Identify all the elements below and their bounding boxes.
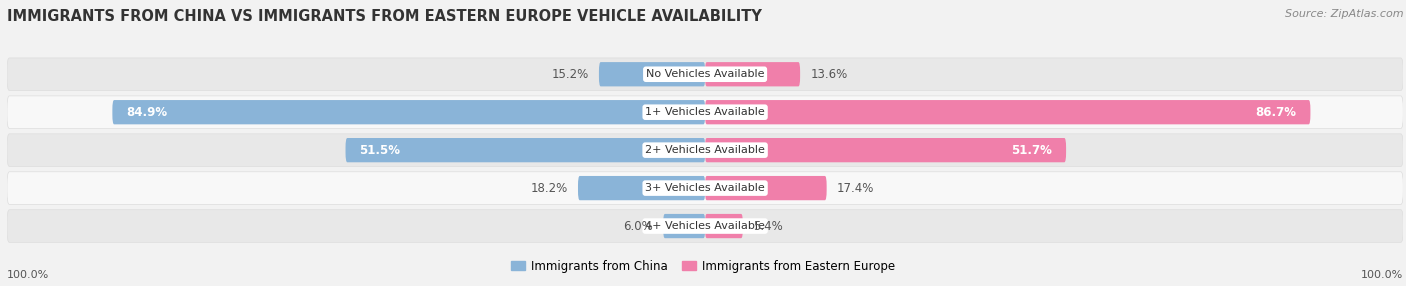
FancyBboxPatch shape bbox=[7, 172, 1403, 204]
Text: 4+ Vehicles Available: 4+ Vehicles Available bbox=[645, 221, 765, 231]
Text: 15.2%: 15.2% bbox=[551, 68, 589, 81]
FancyBboxPatch shape bbox=[704, 100, 1310, 124]
Text: 51.7%: 51.7% bbox=[1011, 144, 1052, 157]
Text: 6.0%: 6.0% bbox=[623, 220, 652, 233]
Text: 51.5%: 51.5% bbox=[360, 144, 401, 157]
Text: 100.0%: 100.0% bbox=[1361, 270, 1403, 280]
Legend: Immigrants from China, Immigrants from Eastern Europe: Immigrants from China, Immigrants from E… bbox=[506, 255, 900, 277]
FancyBboxPatch shape bbox=[664, 214, 706, 238]
FancyBboxPatch shape bbox=[7, 96, 1403, 128]
FancyBboxPatch shape bbox=[704, 138, 1066, 162]
FancyBboxPatch shape bbox=[599, 62, 706, 86]
Text: 86.7%: 86.7% bbox=[1256, 106, 1296, 119]
FancyBboxPatch shape bbox=[7, 134, 1403, 166]
FancyBboxPatch shape bbox=[7, 58, 1403, 91]
Text: 2+ Vehicles Available: 2+ Vehicles Available bbox=[645, 145, 765, 155]
FancyBboxPatch shape bbox=[7, 210, 1403, 242]
FancyBboxPatch shape bbox=[346, 138, 706, 162]
Text: 18.2%: 18.2% bbox=[530, 182, 568, 194]
FancyBboxPatch shape bbox=[112, 100, 706, 124]
Text: 1+ Vehicles Available: 1+ Vehicles Available bbox=[645, 107, 765, 117]
Text: Source: ZipAtlas.com: Source: ZipAtlas.com bbox=[1285, 9, 1403, 19]
FancyBboxPatch shape bbox=[704, 176, 827, 200]
Text: 13.6%: 13.6% bbox=[810, 68, 848, 81]
FancyBboxPatch shape bbox=[704, 214, 742, 238]
Text: 5.4%: 5.4% bbox=[754, 220, 783, 233]
Text: No Vehicles Available: No Vehicles Available bbox=[645, 69, 765, 79]
Text: IMMIGRANTS FROM CHINA VS IMMIGRANTS FROM EASTERN EUROPE VEHICLE AVAILABILITY: IMMIGRANTS FROM CHINA VS IMMIGRANTS FROM… bbox=[7, 9, 762, 23]
FancyBboxPatch shape bbox=[704, 62, 800, 86]
Text: 100.0%: 100.0% bbox=[7, 270, 49, 280]
Text: 84.9%: 84.9% bbox=[127, 106, 167, 119]
Text: 17.4%: 17.4% bbox=[837, 182, 875, 194]
Text: 3+ Vehicles Available: 3+ Vehicles Available bbox=[645, 183, 765, 193]
FancyBboxPatch shape bbox=[578, 176, 706, 200]
